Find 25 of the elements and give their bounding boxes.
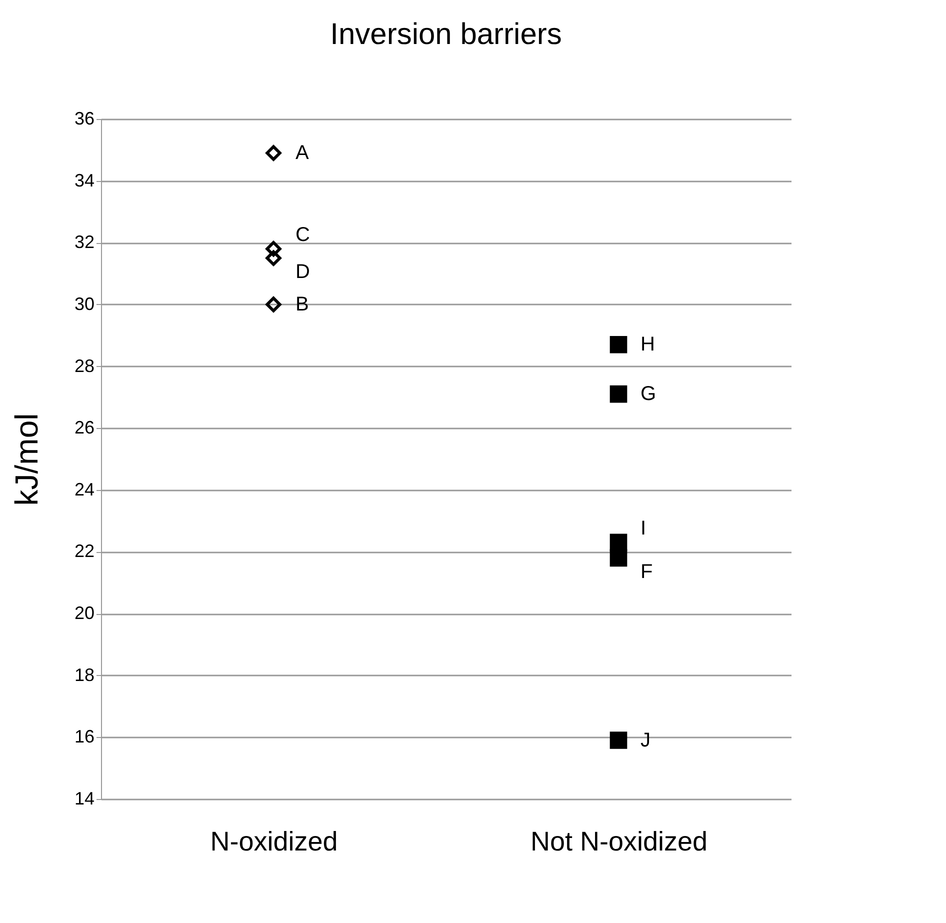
annotation: I bbox=[640, 517, 646, 540]
annotation: J bbox=[640, 729, 650, 752]
y-tick-label: 20 bbox=[74, 603, 94, 624]
y-tick-label: 22 bbox=[74, 541, 94, 562]
y-tick-label: 26 bbox=[74, 418, 94, 438]
chart-title: Inversion barriers bbox=[330, 18, 562, 51]
y-tick-label: 14 bbox=[74, 788, 94, 808]
y-tick-label: 34 bbox=[74, 170, 94, 190]
annotation: D bbox=[296, 261, 310, 284]
annotation: B bbox=[296, 293, 309, 316]
annotation: C bbox=[296, 224, 310, 246]
y-tick-label: 28 bbox=[74, 356, 94, 376]
y-tick-label: 24 bbox=[74, 479, 94, 500]
y-axis-title: kJ/mol bbox=[8, 413, 44, 506]
y-tick-label: 30 bbox=[74, 294, 94, 314]
annotation: A bbox=[296, 142, 310, 164]
annotation: G bbox=[640, 383, 656, 406]
y-tick-label: 32 bbox=[74, 232, 94, 252]
y-tick-label: 18 bbox=[74, 664, 94, 685]
x-tick-label: N-oxidized bbox=[210, 826, 338, 856]
y-tick-label: 16 bbox=[74, 726, 94, 747]
y-tick-label: 36 bbox=[74, 108, 94, 128]
annotation: F bbox=[640, 560, 653, 583]
annotation: H bbox=[640, 334, 655, 356]
x-tick-label: Not N-oxidized bbox=[530, 826, 708, 856]
